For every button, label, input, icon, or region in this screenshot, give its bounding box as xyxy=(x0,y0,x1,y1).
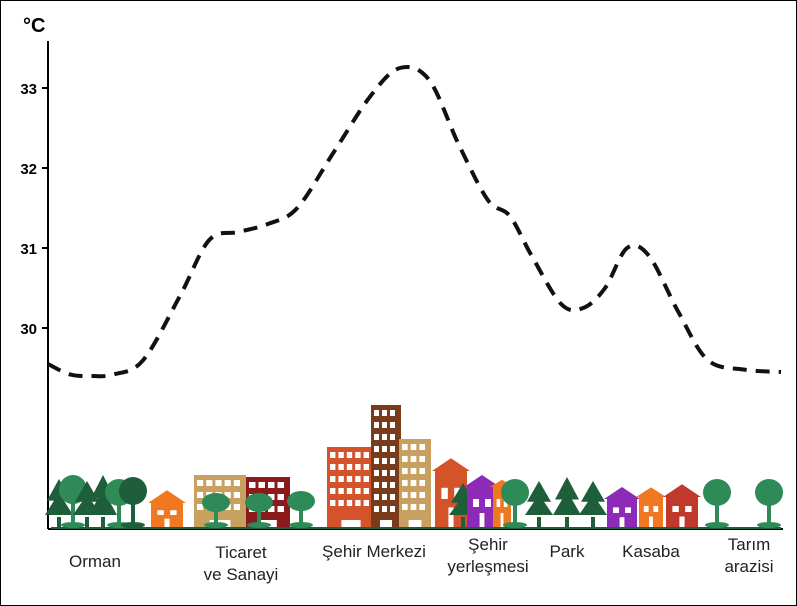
x-category-label-line1: Tarım xyxy=(727,535,771,554)
y-tick-label-30: 30 xyxy=(20,321,37,338)
center-building-brick xyxy=(327,447,375,527)
park-pine-2 xyxy=(553,477,581,527)
forest-pine-3 xyxy=(89,475,117,527)
forest-pine-1 xyxy=(45,479,73,527)
y-tick-label-32: 32 xyxy=(20,161,37,178)
forest-tree-3 xyxy=(119,477,147,528)
farm-tree-1 xyxy=(703,479,731,528)
x-category-label-line2: ve Sanayi xyxy=(203,565,279,584)
x-category-label-line1: Ticaret xyxy=(215,543,267,562)
x-category-label-line1: Şehir Merkezi xyxy=(322,542,426,561)
y-axis-unit: °C xyxy=(23,15,46,37)
ground-strip xyxy=(51,527,781,529)
x-category-label-line2: yerleşmesi xyxy=(447,557,529,576)
x-category-label-1: Ticaret ve Sanayi xyxy=(181,542,301,586)
town-house-red xyxy=(663,484,701,527)
farm-tree-2 xyxy=(755,479,783,528)
town-house-purple xyxy=(604,487,640,527)
x-category-label-5: Kasaba xyxy=(591,541,711,563)
center-building-tan xyxy=(399,439,431,527)
temperature-line xyxy=(47,64,782,379)
x-category-label-line1: Orman xyxy=(69,552,121,571)
forest-house xyxy=(148,490,186,527)
park-pine-1 xyxy=(525,481,553,527)
town-house-orange xyxy=(636,487,666,527)
x-category-label-line1: Şehir xyxy=(468,535,508,554)
x-category-label-3: Şehir yerleşmesi xyxy=(428,534,548,578)
x-category-label-0: Orman xyxy=(35,551,155,573)
park-pine-3 xyxy=(579,481,607,527)
x-category-label-line1: Kasaba xyxy=(622,542,680,561)
x-category-label-line2: arazisi xyxy=(724,557,774,576)
x-category-label-6: Tarım arazisi xyxy=(689,534,797,578)
residential-tree xyxy=(501,479,529,528)
x-category-label-2: Şehir Merkezi xyxy=(314,541,434,563)
industry-tree-3 xyxy=(287,491,315,528)
residential-house-purple xyxy=(464,475,500,527)
x-category-label-4: Park xyxy=(507,541,627,563)
industry-tree-2 xyxy=(245,493,273,528)
center-building-tower xyxy=(371,405,401,527)
x-category-label-line1: Park xyxy=(549,542,585,561)
y-tick-label-33: 33 xyxy=(20,81,37,98)
y-tick-label-31: 31 xyxy=(20,241,37,258)
industry-tree-1 xyxy=(202,493,230,528)
